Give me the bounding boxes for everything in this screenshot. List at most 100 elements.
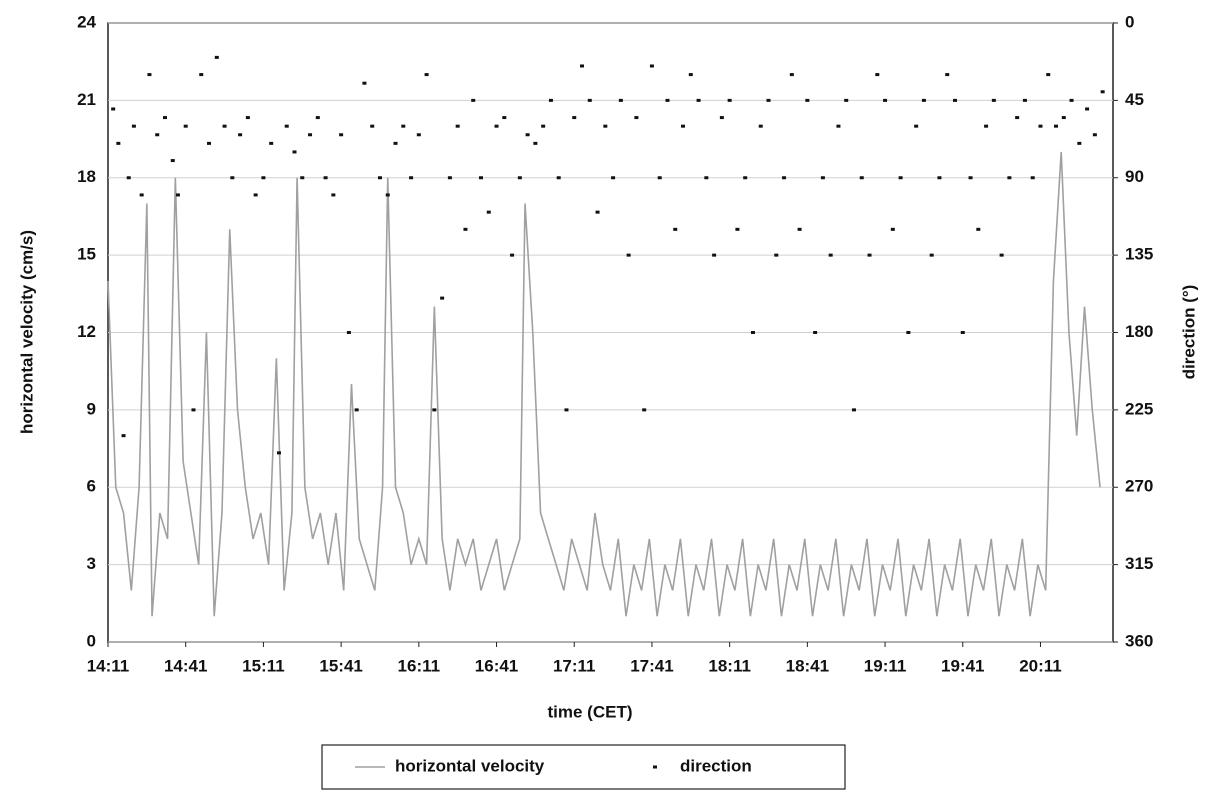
direction-dot: [1030, 176, 1035, 180]
direction-dot: [1015, 116, 1020, 120]
y-tick-label: 18: [77, 167, 96, 186]
direction-dot: [510, 253, 515, 257]
direction-dot: [183, 124, 188, 128]
direction-dot: [502, 116, 507, 120]
direction-dot: [991, 98, 996, 102]
direction-dot: [362, 81, 367, 85]
direction-dot: [580, 64, 585, 68]
x-tick-label: 14:11: [87, 656, 130, 675]
y2-tick-label: 135: [1125, 245, 1153, 264]
direction-dot: [424, 73, 429, 77]
direction-dot: [478, 176, 483, 180]
direction-dot: [875, 73, 880, 77]
direction-dot: [214, 55, 219, 59]
direction-dot: [292, 150, 297, 154]
direction-dot: [820, 176, 825, 180]
x-tick-label: 19:41: [941, 656, 984, 675]
x-tick-label: 18:41: [786, 656, 829, 675]
direction-dot: [688, 73, 693, 77]
direction-dot: [937, 176, 942, 180]
direction-dot: [409, 176, 414, 180]
direction-dot: [308, 133, 313, 137]
y-tick-label: 3: [87, 554, 96, 573]
x-tick-label: 14:41: [164, 656, 207, 675]
direction-dot: [782, 176, 787, 180]
direction-dot: [111, 107, 116, 111]
direction-dot: [455, 124, 460, 128]
direction-dot: [851, 408, 856, 412]
y-tick-label: 21: [77, 90, 96, 109]
direction-dot: [789, 73, 794, 77]
direction-dot: [859, 176, 864, 180]
direction-dot: [572, 116, 577, 120]
direction-dot: [175, 193, 180, 197]
direction-dot: [1022, 98, 1027, 102]
direction-dot: [170, 159, 175, 163]
y2-tick-label: 45: [1125, 90, 1144, 109]
direction-dot: [494, 124, 499, 128]
direction-dot: [548, 98, 553, 102]
y2-tick-label: 270: [1125, 477, 1153, 496]
direction-dot: [727, 98, 732, 102]
direction-dot: [921, 98, 926, 102]
direction-dot: [797, 227, 802, 231]
y-tick-label: 15: [77, 245, 96, 264]
direction-dot: [805, 98, 810, 102]
direction-dot: [945, 73, 950, 77]
direction-dot: [1038, 124, 1043, 128]
y-tick-label: 0: [87, 631, 96, 650]
direction-dot: [370, 124, 375, 128]
direction-dot: [774, 253, 779, 257]
direction-dot: [401, 124, 406, 128]
x-tick-label: 16:41: [475, 656, 518, 675]
direction-dot: [533, 141, 538, 145]
direction-dot: [276, 451, 281, 455]
x-tick-label: 16:11: [398, 656, 441, 675]
velocity-line: [107, 151, 1101, 617]
direction-dot: [673, 227, 678, 231]
direction-dot: [486, 210, 491, 214]
x-tick-label: 19:11: [864, 656, 907, 675]
direction-dot: [665, 98, 670, 102]
direction-dot: [245, 116, 250, 120]
direction-dot: [649, 64, 654, 68]
direction-dot: [541, 124, 546, 128]
direction-dot: [447, 176, 452, 180]
direction-dot: [385, 193, 390, 197]
direction-dot: [719, 116, 724, 120]
direction-dot: [1069, 98, 1074, 102]
direction-dot: [743, 176, 748, 180]
direction-dot: [883, 98, 888, 102]
direction-dot: [556, 176, 561, 180]
direction-dot: [269, 141, 274, 145]
direction-dot: [346, 331, 351, 334]
direction-dot: [914, 124, 919, 128]
direction-dot: [634, 116, 639, 120]
direction-dot: [162, 116, 167, 120]
x-tick-label: 17:41: [630, 656, 673, 675]
direction-dot: [696, 98, 701, 102]
direction-dot: [155, 133, 160, 137]
direction-dot: [1054, 124, 1059, 128]
direction-dot: [844, 98, 849, 102]
y-tick-label: 9: [87, 399, 96, 418]
direction-dot: [681, 124, 686, 128]
direction-dot: [712, 253, 717, 257]
legend-label: horizontal velocity: [395, 756, 545, 775]
direction-dot: [238, 133, 243, 137]
direction-dot: [416, 133, 421, 137]
direction-dot: [284, 124, 289, 128]
direction-dot: [147, 73, 152, 77]
direction-dot: [230, 176, 235, 180]
direction-dot: [1077, 141, 1082, 145]
direction-dot: [1100, 90, 1105, 94]
direction-dot: [199, 73, 204, 77]
direction-dot: [1046, 73, 1051, 77]
direction-dot: [836, 124, 841, 128]
direction-dot: [525, 133, 530, 137]
direction-dot: [1061, 116, 1066, 120]
direction-dot: [867, 253, 872, 257]
y2-tick-label: 315: [1125, 554, 1153, 573]
direction-dot: [758, 124, 763, 128]
